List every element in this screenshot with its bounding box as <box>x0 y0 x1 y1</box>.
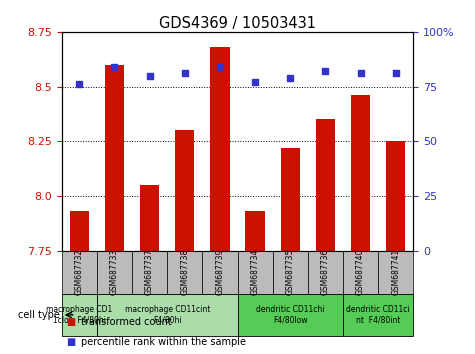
Text: GSM687732: GSM687732 <box>75 249 84 295</box>
Bar <box>105 65 124 251</box>
Bar <box>273 251 308 293</box>
Text: GSM687740: GSM687740 <box>356 249 365 296</box>
Bar <box>210 47 229 251</box>
Bar <box>132 251 167 293</box>
Bar <box>175 130 194 251</box>
Point <box>111 64 118 70</box>
Bar <box>316 120 335 251</box>
Point <box>76 82 83 87</box>
Text: cell type: cell type <box>18 310 59 320</box>
Bar <box>70 211 89 251</box>
Text: GSM687741: GSM687741 <box>391 249 400 295</box>
Text: GSM687734: GSM687734 <box>251 249 259 296</box>
Bar <box>343 293 413 336</box>
Text: GSM687739: GSM687739 <box>216 249 224 296</box>
Text: ■: ■ <box>66 337 76 347</box>
Text: GSM687735: GSM687735 <box>286 249 294 296</box>
Point <box>146 73 153 79</box>
Bar <box>62 293 97 336</box>
Text: dendritic CD11chi
F4/80low: dendritic CD11chi F4/80low <box>256 305 324 325</box>
Text: GSM687738: GSM687738 <box>180 249 189 295</box>
Bar <box>97 293 238 336</box>
Bar <box>386 141 405 251</box>
Bar <box>378 251 413 293</box>
Point <box>216 64 224 70</box>
Point <box>181 71 189 76</box>
Point <box>392 71 399 76</box>
Bar <box>238 251 273 293</box>
Bar <box>62 251 97 293</box>
Text: percentile rank within the sample: percentile rank within the sample <box>81 337 246 347</box>
Text: GSM687733: GSM687733 <box>110 249 119 296</box>
Point <box>251 79 259 85</box>
Bar <box>167 251 202 293</box>
Bar <box>97 251 132 293</box>
Bar <box>246 211 265 251</box>
Text: transformed count: transformed count <box>81 317 171 327</box>
Point <box>286 75 294 81</box>
Bar <box>202 251 238 293</box>
Text: ■: ■ <box>66 317 76 327</box>
Point <box>322 68 329 74</box>
Title: GDS4369 / 10503431: GDS4369 / 10503431 <box>159 16 316 31</box>
Text: GSM687736: GSM687736 <box>321 249 330 296</box>
Point <box>357 71 364 76</box>
Bar <box>140 185 159 251</box>
Text: dendritic CD11ci
nt  F4/80int: dendritic CD11ci nt F4/80int <box>346 305 410 325</box>
Text: GSM687737: GSM687737 <box>145 249 154 296</box>
Bar <box>238 293 343 336</box>
Bar <box>308 251 343 293</box>
Bar <box>351 95 370 251</box>
Text: macrophage CD1
1clow F4/80hi: macrophage CD1 1clow F4/80hi <box>46 305 113 325</box>
Text: macrophage CD11cint
F4/80hi: macrophage CD11cint F4/80hi <box>124 305 210 325</box>
Bar <box>343 251 378 293</box>
Bar <box>281 148 300 251</box>
